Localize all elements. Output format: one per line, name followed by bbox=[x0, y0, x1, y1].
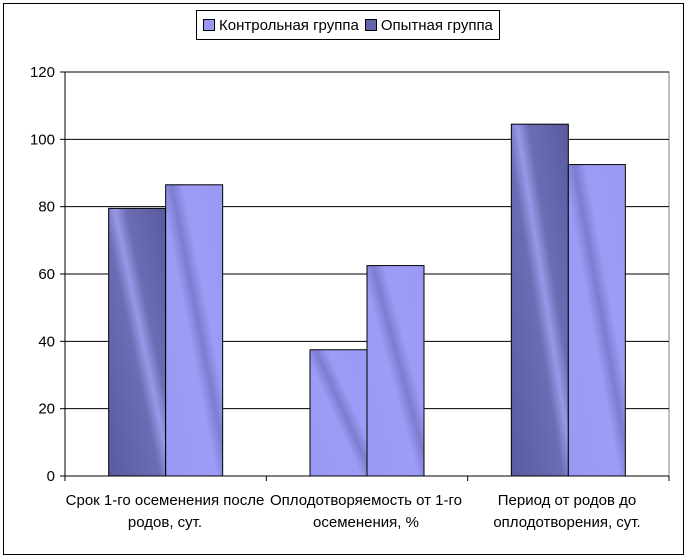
bar-control-0 bbox=[108, 207, 167, 477]
legend-label-control: Контрольная группа bbox=[219, 16, 359, 34]
bar-experimental-2 bbox=[567, 164, 626, 477]
legend-label-experimental: Опытная группа bbox=[380, 16, 493, 34]
bar-experimental-1 bbox=[366, 265, 425, 477]
y-tick-label: 80 bbox=[38, 199, 55, 216]
y-tick-label: 40 bbox=[38, 333, 55, 350]
y-tick-label: 100 bbox=[30, 131, 55, 148]
legend-swatch-experimental bbox=[364, 19, 377, 31]
legend-item-control: Контрольная группа bbox=[203, 17, 359, 34]
y-tick-label: 120 bbox=[30, 64, 55, 81]
category-label-first-insemination-term: Срок 1-го осеменения после родов, сут. bbox=[65, 492, 265, 531]
bar-control-1 bbox=[309, 349, 368, 477]
category-label-calving-to-conception: Период от родов до оплодотворения, сут. bbox=[493, 492, 641, 531]
bar-control-2 bbox=[510, 123, 569, 477]
y-tick-label: 20 bbox=[38, 401, 55, 418]
y-tick-label: 0 bbox=[47, 468, 55, 485]
y-tick-label: 60 bbox=[38, 266, 55, 283]
bar-experimental-0 bbox=[165, 184, 224, 477]
legend-item-experimental: Опытная группа bbox=[364, 16, 493, 34]
legend: Контрольная группа Опытная группа bbox=[196, 10, 500, 40]
category-label-conception-rate: Оплодотворяемость от 1-го осеменения, % bbox=[269, 492, 463, 531]
legend-swatch-control bbox=[203, 19, 215, 31]
